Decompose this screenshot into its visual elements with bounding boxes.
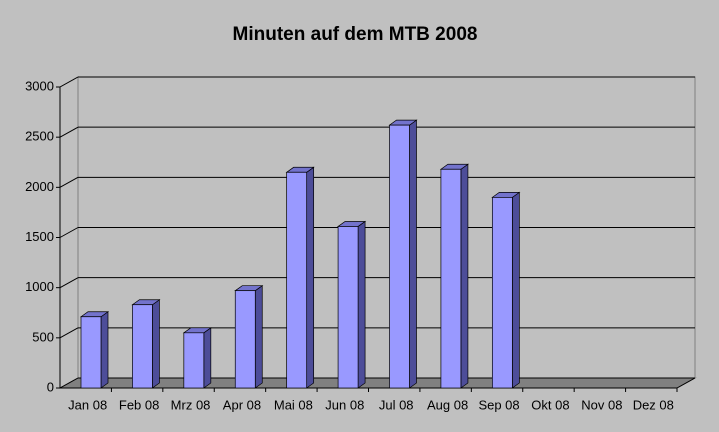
bar-side	[357, 220, 366, 389]
bar	[491, 197, 513, 389]
x-tick-label: Aug 08	[427, 397, 468, 412]
bar	[389, 124, 410, 389]
y-tick-label: 500	[32, 329, 54, 344]
bar-side	[100, 311, 109, 389]
grid-line-side	[59, 377, 79, 389]
x-axis-end	[676, 377, 696, 389]
x-tick-label: Jul 08	[379, 397, 414, 412]
bar	[132, 304, 153, 389]
x-tick-label: Apr 08	[223, 397, 261, 412]
bar-side	[460, 163, 469, 389]
x-tick-label: Jun 08	[325, 397, 364, 412]
grid-line-side	[59, 176, 79, 188]
bar	[286, 171, 308, 389]
grid-line-side	[59, 76, 79, 88]
y-tick-label: 0	[47, 379, 54, 394]
bar	[440, 168, 462, 389]
y-tick-label: 3000	[25, 78, 54, 93]
grid-line-side	[59, 227, 79, 238]
x-tick-label: Mrz 08	[171, 397, 211, 412]
bar-side	[254, 284, 263, 389]
x-tick-label: Okt 08	[531, 397, 569, 412]
bar	[80, 316, 102, 389]
bar	[183, 332, 205, 389]
bar-side	[152, 299, 160, 389]
x-tick-label: Sep 08	[478, 397, 519, 412]
y-tick-label: 2500	[25, 129, 54, 144]
chart-title: Minuten auf dem MTB 2008	[233, 24, 478, 45]
y-tick-label: 1000	[25, 279, 54, 294]
grid-line-side	[59, 277, 79, 289]
bar	[337, 226, 359, 389]
x-tick-label: Jan 08	[68, 397, 107, 412]
x-tick-label: Nov 08	[581, 397, 622, 412]
bar-side	[203, 327, 212, 389]
grid-line-side	[59, 126, 79, 138]
x-tick-label: Dez 08	[633, 397, 674, 412]
y-tick-label: 1500	[25, 229, 54, 244]
bar	[234, 290, 256, 389]
x-tick-label: Mai 08	[274, 397, 313, 412]
bar-side	[306, 166, 315, 389]
x-tick-label: Feb 08	[119, 397, 159, 412]
bar-side	[409, 119, 417, 389]
bar-side	[511, 191, 520, 389]
grid-line-side	[59, 327, 79, 339]
y-tick-label: 2000	[25, 179, 54, 194]
